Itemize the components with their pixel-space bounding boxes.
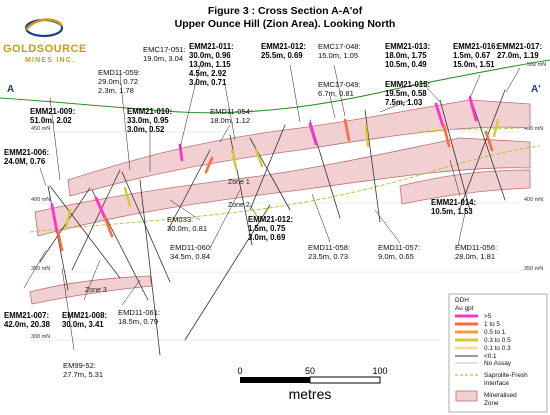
label-emm21-014: EMM21-014: 10.5m, 1.53 bbox=[431, 198, 476, 216]
legend-mineralised-2: Zone bbox=[484, 400, 499, 407]
scale-tick-100: 100 bbox=[372, 366, 387, 376]
elev-350-left: 350 mN bbox=[31, 266, 50, 272]
label-emd11-058: EMD11-058: 23.5m, 0.73 bbox=[308, 243, 350, 261]
hole-annotations: EMC17-051: 19.0m, 3.04 EMM21-011: 30.0m, 0… bbox=[4, 42, 542, 379]
label-emd11-059: EMD11-059: 29.0m, 0.72 2.3m, 1.78 bbox=[98, 68, 140, 95]
label-leaders bbox=[23, 64, 521, 351]
scale-bar: 0 50 100 metres bbox=[237, 366, 387, 402]
section-end-right: A' bbox=[531, 84, 541, 95]
goldsource-logo: GOLDSOURCE MINES INC. bbox=[3, 18, 87, 64]
legend-item-05to1: 0.5 to 1 bbox=[484, 329, 506, 336]
elev-450-right: 450 mN bbox=[524, 126, 543, 132]
label-emm21-012-top: EMM21-012: 25.5m, 0.69 bbox=[261, 42, 306, 60]
label-emd11-057: EMD11-057: 9.0m, 0.65 bbox=[378, 243, 420, 261]
scale-unit: metres bbox=[289, 386, 332, 402]
figure-title-line2: Upper Ounce Hill (Zion Area). Looking No… bbox=[175, 18, 396, 30]
logo-swirl-gold bbox=[24, 18, 64, 31]
elev-450-left: 450 mN bbox=[31, 126, 50, 132]
label-emd11-061: EMD11-061: 18.5m, 0.79 bbox=[118, 308, 160, 326]
label-emc17-049: EMC17-049: 6.7m, 0.81 bbox=[318, 80, 361, 98]
label-emd11-060: EMD11-060: 34.5m, 0.84 bbox=[170, 243, 212, 261]
zone-2-shape bbox=[34, 137, 531, 237]
scale-tick-50: 50 bbox=[305, 366, 315, 376]
label-emm21-007: EMM21-007: 42.0m, 20.38 bbox=[4, 311, 51, 329]
label-emc17-048: EMC17-048: 15.0m, 1.05 bbox=[318, 42, 361, 60]
zone-2-label: Zone 2 bbox=[228, 202, 250, 209]
label-em033: EM033: 30.0m, 0.81 bbox=[167, 215, 207, 233]
elev-500-right: 500 mN bbox=[527, 62, 546, 68]
elev-350-right: 350 mN bbox=[524, 266, 543, 272]
legend-title-au: Au gpt bbox=[455, 305, 474, 312]
logo-subtitle: MINES INC. bbox=[25, 57, 75, 64]
elev-400-left: 400 mN bbox=[31, 197, 50, 203]
elev-300-left: 300 mN bbox=[31, 334, 50, 340]
section-end-left: A bbox=[7, 84, 14, 95]
drill-holes bbox=[39, 89, 506, 356]
label-emm21-015: EMM21-015: 19.5m, 0.58 7.5m, 1.03 bbox=[385, 80, 430, 107]
legend-item-noassay: No Assay bbox=[484, 360, 512, 367]
legend-saprolite-2: Interface bbox=[484, 380, 509, 387]
zone-1-shape bbox=[67, 99, 531, 197]
label-emm21-010: EMM21-010: 33.0m, 0.95 3.0m, 0.52 bbox=[127, 107, 172, 134]
topography-line bbox=[0, 59, 550, 114]
label-em99-52: EM99-52: 27.7m, 5.31 bbox=[63, 361, 103, 379]
zone-1-label: Zone 1 bbox=[228, 179, 250, 186]
assay-intervals-low bbox=[64, 118, 500, 230]
label-emd11-056: EMD11-056: 28.0m, 1.81 bbox=[455, 243, 497, 261]
legend-mineralised-1: Mineralised bbox=[484, 392, 517, 399]
legend-saprolite-1: Saprolite-Fresh bbox=[484, 372, 528, 379]
label-emm21-011: EMM21-011: 30.0m, 0.96 13.0m, 1.15 4.5m, 2.… bbox=[189, 42, 234, 87]
legend-swatch-mineralised bbox=[455, 390, 478, 402]
saprolite-interface-line bbox=[29, 145, 541, 233]
saprolite-interface-line-2 bbox=[419, 127, 521, 133]
zone-3-label: Zone 3 bbox=[85, 287, 107, 294]
legend-item-1to5: 1 to 5 bbox=[484, 321, 500, 328]
label-emm21-008: EMM21-008: 30.0m, 3.41 bbox=[62, 311, 107, 329]
logo-wordmark: GOLDSOURCE bbox=[3, 43, 87, 55]
label-emm21-013: EMM21-013: 18.0m, 1.75 10.5m, 0.49 bbox=[385, 42, 430, 69]
label-emc17-051: EMC17-051: 19.0m, 3.04 bbox=[143, 45, 186, 63]
label-emm21-012-bottom: EMM21-012: 1.5m, 0.75 3.0m, 0.69 bbox=[248, 215, 293, 242]
legend-item-01to03: 0.1 to 0.3 bbox=[484, 345, 511, 352]
label-emm21-006: EMM21-006: 24.0M, 0.76 bbox=[4, 148, 49, 166]
label-emm21-016: EMM21-016: 1.5m, 0.67 15.0m, 1.51 bbox=[453, 42, 498, 69]
label-emm21-017: EMM21-017: 27.0m, 1.19 bbox=[497, 42, 542, 60]
figure-title-line1: Figure 3 : Cross Section A-A'of bbox=[208, 5, 363, 17]
assay-intervals-mid bbox=[56, 118, 494, 252]
scale-tick-0: 0 bbox=[237, 366, 242, 376]
elev-400-right: 400 mN bbox=[524, 197, 543, 203]
label-emd11-054: EMD11-054: 18.0m, 1.12 bbox=[210, 107, 252, 125]
label-emm21-009: EMM21-009: 51.0m, 2.02 bbox=[30, 107, 75, 125]
legend-item-03to05: 0.3 to 0.5 bbox=[484, 337, 511, 344]
legend: DDH Au gpt >5 1 to 5 0.5 to 1 0.3 to 0.5… bbox=[448, 293, 548, 413]
legend-title-ddh: DDH bbox=[455, 297, 469, 304]
legend-item-gt5: >5 bbox=[484, 313, 492, 320]
legend-item-lt01: <0.1 bbox=[484, 353, 497, 360]
